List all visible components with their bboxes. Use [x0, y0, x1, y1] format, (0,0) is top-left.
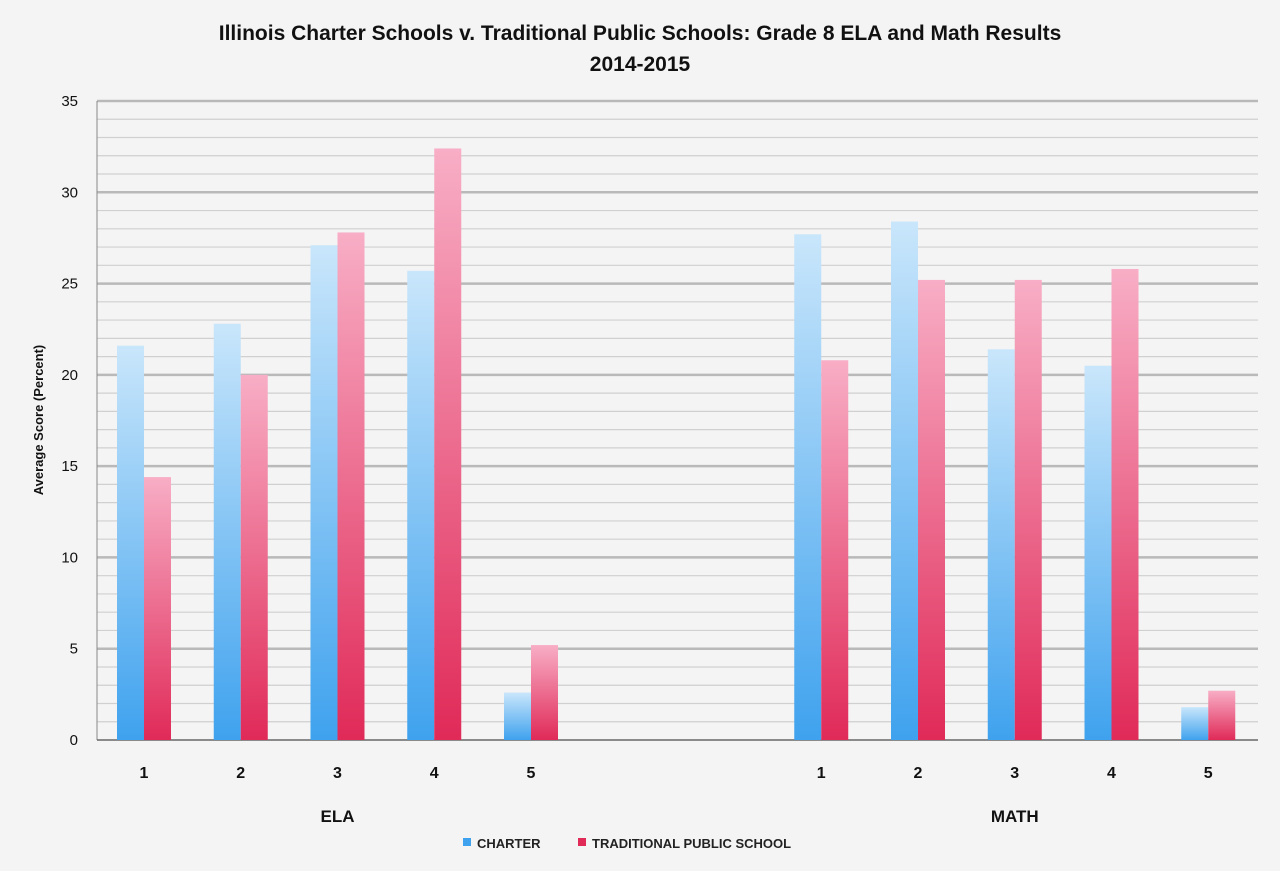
x-tick-label: 1 [140, 765, 149, 782]
x-tick-label: 4 [1107, 765, 1116, 782]
bar-charter [1181, 707, 1209, 740]
group-label-math: MATH [991, 807, 1039, 826]
bar-traditional-public-school [1208, 690, 1236, 740]
y-tick-label: 15 [61, 458, 78, 475]
x-tick-label: 5 [1204, 765, 1213, 782]
legend-swatch [578, 838, 586, 846]
bar-charter [987, 349, 1015, 740]
x-tick-label: 2 [914, 765, 923, 782]
bar-traditional-public-school [531, 645, 558, 740]
bar-charter [504, 692, 531, 740]
x-tick-label: 4 [430, 765, 439, 782]
y-tick-label: 0 [70, 732, 78, 749]
bar-traditional-public-school [1111, 268, 1139, 740]
x-tick-label: 3 [1010, 765, 1019, 782]
y-tick-label: 30 [61, 184, 78, 201]
legend-swatch [463, 838, 471, 846]
bar-traditional-public-school [240, 374, 268, 740]
gridlines [97, 99, 1258, 723]
bar-charter [1084, 365, 1112, 740]
bar-charter [117, 345, 144, 740]
y-tick-label: 10 [61, 549, 78, 566]
y-tick-label: 35 [61, 93, 78, 110]
bar-traditional-public-school [434, 148, 462, 740]
y-tick-label: 25 [61, 276, 78, 293]
group-label-ela: ELA [321, 807, 355, 826]
bar-traditional-public-school [1014, 279, 1042, 740]
y-tick-label: 20 [61, 367, 78, 384]
bar-charter [407, 270, 435, 740]
y-axis-label: Average Score (Percent) [31, 345, 46, 496]
x-tick-label: 1 [817, 765, 826, 782]
legend-label: TRADITIONAL PUBLIC SCHOOL [592, 836, 791, 851]
group-labels: ELA MATH [321, 807, 1039, 826]
chart-title-line2: 2014-2015 [590, 53, 691, 76]
x-tick-label: 5 [527, 765, 536, 782]
chart-title-line1: Illinois Charter Schools v. Traditional … [219, 22, 1062, 45]
legend: CHARTER TRADITIONAL PUBLIC SCHOOL [463, 836, 791, 851]
x-tick-label: 2 [236, 765, 245, 782]
bar-charter [891, 221, 918, 741]
bar-traditional-public-school [337, 232, 365, 741]
bars [117, 148, 1236, 741]
bar-charter [213, 323, 241, 740]
bar-charter [794, 234, 822, 740]
x-tick-labels: 1 2 3 4 5 1 2 3 4 5 [140, 765, 1213, 782]
bar-traditional-public-school [821, 360, 849, 740]
bar-charter [310, 245, 338, 740]
legend-label: CHARTER [477, 836, 541, 851]
y-tick-label: 5 [70, 641, 78, 658]
x-tick-label: 3 [333, 765, 342, 782]
bar-traditional-public-school [144, 477, 171, 740]
plot-area: 0 5 10 15 20 25 30 35 1 2 3 4 5 1 2 3 4 5 ELA MATH [61, 93, 1258, 826]
bar-traditional-public-school [918, 279, 945, 740]
y-tick-labels: 0 5 10 15 20 25 30 35 [61, 93, 78, 749]
